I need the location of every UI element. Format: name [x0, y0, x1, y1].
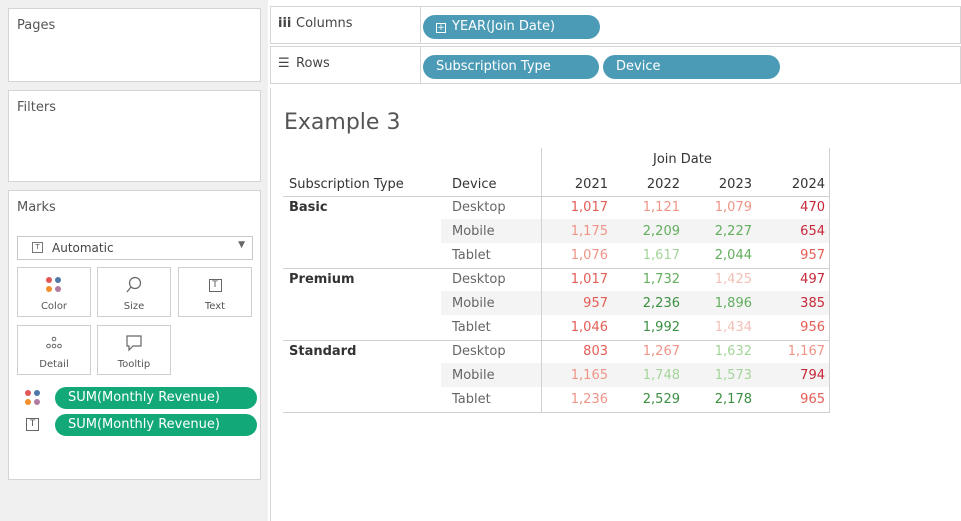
worksheet-view: Example 3 Join Date Subscription Type De… — [270, 88, 961, 521]
text-button-label: Text — [204, 301, 226, 312]
text-button[interactable]: T Text — [178, 267, 252, 317]
revenue-value-cell[interactable]: 1,046 — [570, 320, 608, 335]
chevron-down-icon: ▼ — [238, 240, 245, 250]
row-header-subscription-type: Subscription Type — [289, 177, 404, 192]
revenue-value-cell[interactable]: 1,748 — [642, 368, 680, 383]
device-label: Desktop — [452, 272, 506, 287]
device-label: Mobile — [452, 296, 495, 311]
revenue-value-cell[interactable]: 1,632 — [714, 344, 752, 359]
expand-icon: + — [436, 23, 446, 33]
device-label: Mobile — [452, 224, 495, 239]
marks-card: Marks T Automatic ▼ Color Size T Text — [8, 190, 261, 480]
revenue-value-cell[interactable]: 957 — [583, 296, 608, 311]
revenue-value-cell[interactable]: 956 — [800, 320, 825, 335]
year-header: 2024 — [791, 177, 825, 192]
rows-shelf-label: ☰ Rows — [278, 56, 330, 71]
text-icon: T — [208, 278, 222, 292]
device-label: Mobile — [452, 368, 495, 383]
pages-card[interactable]: Pages — [8, 8, 261, 82]
subscription-type-label: Standard — [289, 344, 357, 359]
row-header-device: Device — [452, 177, 497, 192]
device-label: Desktop — [452, 200, 506, 215]
revenue-value-cell[interactable]: 2,044 — [714, 248, 752, 263]
crosstab-table: Join Date Subscription Type Device 2021 2… — [283, 148, 830, 413]
revenue-value-cell[interactable]: 1,236 — [570, 392, 608, 407]
size-icon — [126, 276, 142, 293]
revenue-value-cell[interactable]: 1,165 — [570, 368, 608, 383]
revenue-value-cell[interactable]: 1,896 — [714, 296, 752, 311]
text-icon: T — [26, 418, 39, 431]
device-label: Tablet — [452, 248, 491, 263]
mark-type-label: Automatic — [52, 241, 114, 255]
measure-pill-color[interactable]: SUM(Monthly Revenue) — [55, 387, 257, 409]
color-icon — [46, 277, 62, 293]
detail-icon — [46, 336, 62, 349]
revenue-value-cell[interactable]: 803 — [583, 344, 608, 359]
revenue-value-cell[interactable]: 1,017 — [570, 272, 608, 287]
revenue-value-cell[interactable]: 1,732 — [642, 272, 680, 287]
revenue-value-cell[interactable]: 965 — [800, 392, 825, 407]
marks-title: Marks — [17, 200, 56, 215]
tooltip-button[interactable]: Tooltip — [97, 325, 171, 375]
columns-shelf-label: iii Columns — [278, 16, 353, 31]
revenue-value-cell[interactable]: 385 — [800, 296, 825, 311]
row-pill-device[interactable]: Device — [603, 55, 780, 79]
revenue-value-cell[interactable]: 1,267 — [642, 344, 680, 359]
color-button-label: Color — [40, 301, 68, 312]
revenue-value-cell[interactable]: 654 — [800, 224, 825, 239]
detail-button[interactable]: Detail — [17, 325, 91, 375]
device-label: Desktop — [452, 344, 506, 359]
measure-pill-text[interactable]: SUM(Monthly Revenue) — [55, 414, 257, 436]
size-button[interactable]: Size — [97, 267, 171, 317]
columns-shelf[interactable]: iii Columns + YEAR(Join Date) — [270, 6, 961, 44]
subscription-type-label: Premium — [289, 272, 355, 287]
revenue-value-cell[interactable]: 497 — [800, 272, 825, 287]
revenue-value-cell[interactable]: 1,079 — [714, 200, 752, 215]
size-button-label: Size — [123, 301, 145, 312]
mark-type-dropdown[interactable]: T Automatic ▼ — [17, 236, 253, 260]
pages-title: Pages — [17, 18, 56, 33]
column-header-join-date: Join Date — [653, 152, 712, 167]
revenue-value-cell[interactable]: 1,434 — [714, 320, 752, 335]
row-pill-subscription-type[interactable]: Subscription Type — [423, 55, 599, 79]
revenue-value-cell[interactable]: 2,236 — [642, 296, 680, 311]
filters-card[interactable]: Filters — [8, 90, 261, 182]
revenue-value-cell[interactable]: 1,121 — [642, 200, 680, 215]
year-header: 2023 — [718, 177, 752, 192]
columns-icon: iii — [278, 16, 292, 31]
revenue-value-cell[interactable]: 1,617 — [642, 248, 680, 263]
revenue-value-cell[interactable]: 794 — [800, 368, 825, 383]
detail-button-label: Detail — [39, 359, 69, 370]
subscription-type-label: Basic — [289, 200, 328, 215]
rows-shelf[interactable]: ☰ Rows Subscription Type Device — [270, 46, 961, 84]
revenue-value-cell[interactable]: 2,209 — [642, 224, 680, 239]
revenue-value-cell[interactable]: 1,992 — [642, 320, 680, 335]
revenue-value-cell[interactable]: 1,076 — [570, 248, 608, 263]
revenue-value-cell[interactable]: 1,175 — [570, 224, 608, 239]
filters-title: Filters — [17, 100, 56, 115]
device-label: Tablet — [452, 320, 491, 335]
worksheet-title: Example 3 — [284, 110, 401, 135]
tooltip-icon — [126, 335, 142, 352]
revenue-value-cell[interactable]: 2,227 — [714, 224, 752, 239]
revenue-value-cell[interactable]: 2,529 — [642, 392, 680, 407]
revenue-value-cell[interactable]: 1,425 — [714, 272, 752, 287]
revenue-value-cell[interactable]: 1,167 — [787, 344, 825, 359]
revenue-value-cell[interactable]: 470 — [800, 200, 825, 215]
year-header: 2021 — [574, 177, 608, 192]
text-icon: T — [32, 242, 43, 253]
color-icon — [25, 390, 41, 406]
column-pill-year-join-date[interactable]: + YEAR(Join Date) — [423, 15, 600, 39]
color-button[interactable]: Color — [17, 267, 91, 317]
device-label: Tablet — [452, 392, 491, 407]
revenue-value-cell[interactable]: 2,178 — [714, 392, 752, 407]
year-header: 2022 — [646, 177, 680, 192]
revenue-value-cell[interactable]: 1,573 — [714, 368, 752, 383]
tooltip-button-label: Tooltip — [117, 359, 151, 370]
rows-icon: ☰ — [278, 56, 290, 71]
left-sidebar: Pages Filters Marks T Automatic ▼ Color — [0, 0, 268, 521]
revenue-value-cell[interactable]: 1,017 — [570, 200, 608, 215]
revenue-value-cell[interactable]: 957 — [800, 248, 825, 263]
